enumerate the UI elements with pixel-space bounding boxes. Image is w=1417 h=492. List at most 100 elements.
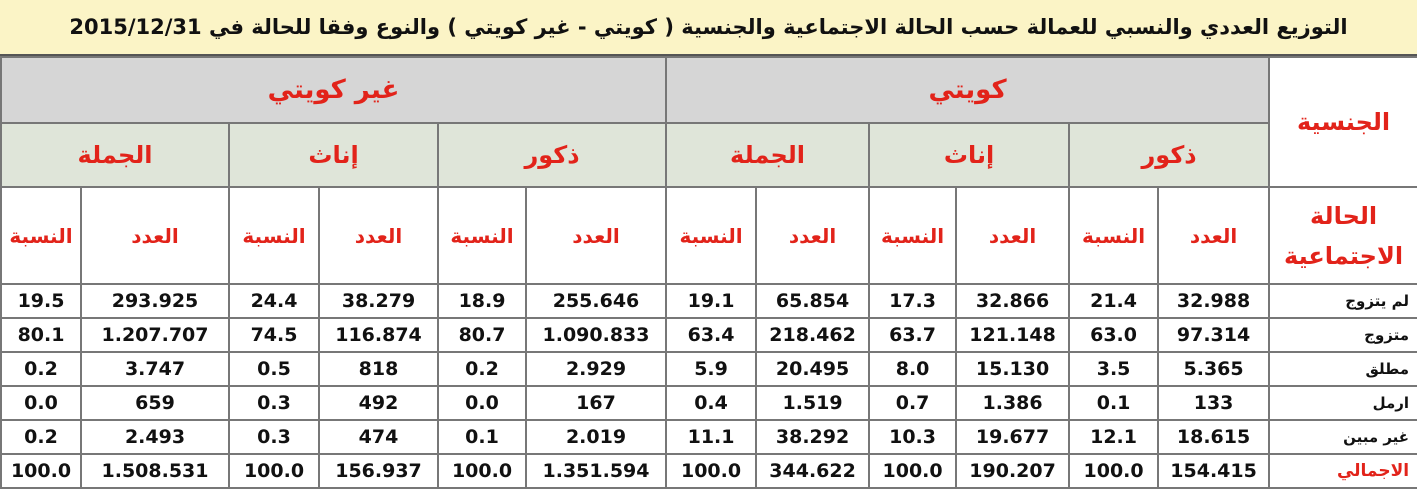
cell: 167 bbox=[525, 385, 668, 421]
subgroup-header: ذكور bbox=[1068, 122, 1271, 188]
cell: 2.929 bbox=[525, 351, 668, 387]
cell: 5.365 bbox=[1157, 351, 1271, 387]
cell: 97.314 bbox=[1157, 317, 1271, 353]
cell: 255.646 bbox=[525, 283, 668, 319]
row-label: لم يتزوج bbox=[1268, 283, 1417, 319]
cell: 818 bbox=[318, 351, 440, 387]
row-label: مطلق bbox=[1268, 351, 1417, 387]
title: التوزيع العددي والنسبي للعمالة حسب الحال… bbox=[0, 0, 1417, 56]
data-row: غير مبين 18.615 12.1 19.677 10.3 38.292 11.1 2.… bbox=[0, 419, 1417, 455]
cell: 154.415 bbox=[1157, 453, 1271, 489]
cell: 100.0 bbox=[868, 453, 958, 489]
cell: 10.3 bbox=[868, 419, 958, 455]
cell: 0.7 bbox=[868, 385, 958, 421]
cell: 156.937 bbox=[318, 453, 440, 489]
cell: 293.925 bbox=[80, 283, 231, 319]
column-header: العدد bbox=[318, 186, 440, 285]
group-header: كويتي bbox=[665, 56, 1271, 124]
subgroup-header: الجملة bbox=[0, 122, 231, 188]
cell: 0.2 bbox=[0, 351, 83, 387]
row-label: غير مبين bbox=[1268, 419, 1417, 455]
cell: 17.3 bbox=[868, 283, 958, 319]
cell: 492 bbox=[318, 385, 440, 421]
row-label: الاجمالي bbox=[1268, 453, 1417, 489]
cell: 12.1 bbox=[1068, 419, 1160, 455]
cell: 1.508.531 bbox=[80, 453, 231, 489]
column-header: العدد bbox=[1157, 186, 1271, 285]
cell: 1.519 bbox=[755, 385, 871, 421]
column-header: النسبة bbox=[0, 186, 83, 285]
cell: 18.9 bbox=[437, 283, 528, 319]
cell: 19.677 bbox=[955, 419, 1071, 455]
data-row: ارمل 133 0.1 1.386 0.7 1.519 0.4 167 0.0 492 0.3 65… bbox=[0, 385, 1417, 421]
column-header: العدد bbox=[525, 186, 668, 285]
cell: 3.747 bbox=[80, 351, 231, 387]
cell: 0.0 bbox=[437, 385, 528, 421]
cell: 0.2 bbox=[437, 351, 528, 387]
cell: 0.1 bbox=[1068, 385, 1160, 421]
cell: 100.0 bbox=[1068, 453, 1160, 489]
cell: 63.0 bbox=[1068, 317, 1160, 353]
cell: 65.854 bbox=[755, 283, 871, 319]
cell: 5.9 bbox=[665, 351, 758, 387]
row-label: ارمل bbox=[1268, 385, 1417, 421]
subgroup-header: الجملة bbox=[665, 122, 871, 188]
cell: 18.615 bbox=[1157, 419, 1271, 455]
data-row: لم يتزوج 32.988 21.4 32.866 17.3 65.854 19.1 25… bbox=[0, 283, 1417, 319]
cell: 63.7 bbox=[868, 317, 958, 353]
header-row: الحالة الاجتماعية العدد النسبة العدد النسبة ا… bbox=[0, 186, 1417, 285]
cell: 1.207.707 bbox=[80, 317, 231, 353]
column-header: النسبة bbox=[868, 186, 958, 285]
cell: 15.130 bbox=[955, 351, 1071, 387]
row-label: متزوج bbox=[1268, 317, 1417, 353]
data-row: الاجمالي 154.415 100.0 190.207 100.0 344.622 1… bbox=[0, 453, 1417, 489]
cell: 100.0 bbox=[665, 453, 758, 489]
cell: 0.3 bbox=[228, 385, 321, 421]
header-row: ذكور إناث الجملة ذكور إناث الجملة bbox=[0, 122, 1417, 188]
cell: 24.4 bbox=[228, 283, 321, 319]
marital-status-header: الحالة الاجتماعية bbox=[1268, 186, 1417, 285]
cell: 344.622 bbox=[755, 453, 871, 489]
cell: 80.1 bbox=[0, 317, 83, 353]
cell: 1.351.594 bbox=[525, 453, 668, 489]
cell: 32.866 bbox=[955, 283, 1071, 319]
nationality-header: الجنسية bbox=[1268, 56, 1417, 188]
cell: 121.148 bbox=[955, 317, 1071, 353]
cell: 0.4 bbox=[665, 385, 758, 421]
cell: 0.5 bbox=[228, 351, 321, 387]
cell: 11.1 bbox=[665, 419, 758, 455]
group-header: غير كويتي bbox=[0, 56, 668, 124]
header-row: الجنسية كويتي غير كويتي bbox=[0, 56, 1417, 188]
column-header: النسبة bbox=[228, 186, 321, 285]
cell: 20.495 bbox=[755, 351, 871, 387]
cell: 474 bbox=[318, 419, 440, 455]
cell: 1.386 bbox=[955, 385, 1071, 421]
cell: 2.019 bbox=[525, 419, 668, 455]
cell: 8.0 bbox=[868, 351, 958, 387]
data-row: مطلق 5.365 3.5 15.130 8.0 20.495 5.9 2.929 0.2 81… bbox=[0, 351, 1417, 387]
cell: 1.090.833 bbox=[525, 317, 668, 353]
data-row: متزوج 97.314 63.0 121.148 63.7 218.462 63.4 1.0… bbox=[0, 317, 1417, 353]
cell: 19.1 bbox=[665, 283, 758, 319]
column-header: العدد bbox=[80, 186, 231, 285]
cell: 32.988 bbox=[1157, 283, 1271, 319]
cell: 0.0 bbox=[0, 385, 83, 421]
subgroup-header: إناث bbox=[228, 122, 440, 188]
subgroup-header: ذكور bbox=[437, 122, 668, 188]
cell: 0.1 bbox=[437, 419, 528, 455]
subgroup-header: إناث bbox=[868, 122, 1071, 188]
cell: 190.207 bbox=[955, 453, 1071, 489]
cell: 218.462 bbox=[755, 317, 871, 353]
column-header: العدد bbox=[755, 186, 871, 285]
cell: 80.7 bbox=[437, 317, 528, 353]
cell: 100.0 bbox=[437, 453, 528, 489]
column-header: النسبة bbox=[665, 186, 758, 285]
cell: 116.874 bbox=[318, 317, 440, 353]
column-header: العدد bbox=[955, 186, 1071, 285]
cell: 0.3 bbox=[228, 419, 321, 455]
cell: 659 bbox=[80, 385, 231, 421]
cell: 3.5 bbox=[1068, 351, 1160, 387]
cell: 2.493 bbox=[80, 419, 231, 455]
cell: 38.292 bbox=[755, 419, 871, 455]
